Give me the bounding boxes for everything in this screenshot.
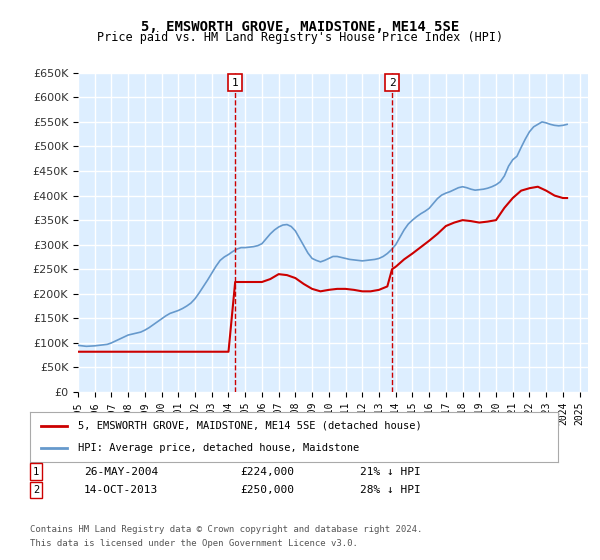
Text: 21% ↓ HPI: 21% ↓ HPI [360,466,421,477]
Text: 5, EMSWORTH GROVE, MAIDSTONE, ME14 5SE: 5, EMSWORTH GROVE, MAIDSTONE, ME14 5SE [141,20,459,34]
Text: £250,000: £250,000 [240,485,294,495]
Text: This data is licensed under the Open Government Licence v3.0.: This data is licensed under the Open Gov… [30,539,358,548]
Text: 5, EMSWORTH GROVE, MAIDSTONE, ME14 5SE (detached house): 5, EMSWORTH GROVE, MAIDSTONE, ME14 5SE (… [77,421,421,431]
Text: Price paid vs. HM Land Registry's House Price Index (HPI): Price paid vs. HM Land Registry's House … [97,31,503,44]
Text: Contains HM Land Registry data © Crown copyright and database right 2024.: Contains HM Land Registry data © Crown c… [30,525,422,534]
Text: 2: 2 [389,78,395,87]
Text: 26-MAY-2004: 26-MAY-2004 [84,466,158,477]
Text: 2: 2 [33,485,39,495]
Text: 1: 1 [232,78,239,87]
Text: 28% ↓ HPI: 28% ↓ HPI [360,485,421,495]
Text: HPI: Average price, detached house, Maidstone: HPI: Average price, detached house, Maid… [77,443,359,453]
Text: 1: 1 [33,466,39,477]
Text: 14-OCT-2013: 14-OCT-2013 [84,485,158,495]
Text: £224,000: £224,000 [240,466,294,477]
